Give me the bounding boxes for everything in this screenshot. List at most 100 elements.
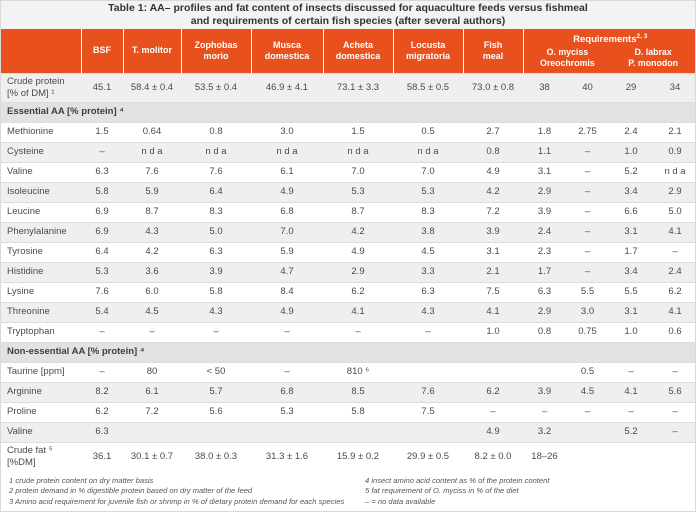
cell-value: – bbox=[323, 321, 393, 342]
cell-value: 3.0 bbox=[251, 121, 323, 142]
cell-value: – bbox=[609, 361, 653, 382]
cell-value: 6.1 bbox=[251, 161, 323, 182]
row-label: Proline bbox=[1, 401, 81, 422]
table-row: Proline 6.2 7.2 5.6 5.3 5.8 7.5– – – – – bbox=[1, 401, 695, 422]
cell-value: 6.4 bbox=[181, 181, 251, 202]
col-header-label: BSF bbox=[93, 45, 111, 56]
cell-value: 5.5 bbox=[566, 281, 609, 302]
footnote: 5 fat requirement of O. myciss in % of t… bbox=[365, 486, 519, 496]
cell-value: 58.5 ± 0.5 bbox=[393, 72, 463, 102]
requirements-label: Requirements bbox=[573, 33, 637, 45]
cell-value bbox=[523, 361, 566, 382]
cell-value: 5.7 bbox=[181, 381, 251, 402]
col-header-label: Fish bbox=[483, 39, 503, 50]
cell-value bbox=[566, 421, 609, 442]
cell-value: 7.6 bbox=[123, 161, 181, 182]
cell-value: – bbox=[653, 421, 695, 442]
cell-value: 5.2 bbox=[609, 161, 653, 182]
section-label: Essential AA [% protein] ⁴ bbox=[1, 101, 695, 122]
cell-value: 5.6 bbox=[181, 401, 251, 422]
cell-value: 3.9 bbox=[181, 261, 251, 282]
cell-value: 2.4 bbox=[609, 121, 653, 142]
cell-value: 1.0 bbox=[609, 321, 653, 342]
cell-value: 4.1 bbox=[653, 221, 695, 242]
cell-value: 3.4 bbox=[609, 261, 653, 282]
table-row: Crude protein [% of DM] ¹ 45.1 58.4 ± 0.4 53… bbox=[1, 72, 695, 102]
cell-value: – bbox=[566, 181, 609, 202]
species-name: P. monodon bbox=[628, 57, 678, 68]
cell-value: 3.9 bbox=[523, 201, 566, 222]
corner-cell bbox=[1, 29, 81, 73]
col-header-zophobas-morio: Zophobas morio bbox=[180, 29, 251, 73]
cell-value: 7.6 bbox=[393, 381, 463, 402]
cell-value: 2.9 bbox=[523, 301, 566, 322]
cell-value: 80 bbox=[123, 361, 181, 382]
cell-value: 4.5 bbox=[393, 241, 463, 262]
row-label: Threonine bbox=[1, 301, 81, 322]
col-header-label: Locusta bbox=[410, 39, 446, 50]
cell-value: 8.2 ± 0.0 bbox=[463, 441, 523, 471]
table-row: Isoleucine 5.8 5.9 6.4 4.9 5.3 5.3 4.2 2.9–3.4 2.… bbox=[1, 181, 695, 202]
cell-value: 7.6 bbox=[181, 161, 251, 182]
cell-value: 810 ⁶ bbox=[323, 361, 393, 382]
cell-value bbox=[393, 361, 463, 382]
cell-value bbox=[181, 421, 251, 442]
cell-value: 6.2 bbox=[653, 281, 695, 302]
cell-value: 6.4 bbox=[81, 241, 123, 262]
requirements-footnote-marker: 2, 3 bbox=[636, 32, 648, 40]
footnotes-right: 4 insect amino acid content as % of the … bbox=[365, 476, 687, 507]
cell-value: 46.9 ± 4.1 bbox=[251, 72, 323, 102]
cell-value: 29 bbox=[609, 72, 653, 102]
cell-value: 3.2 bbox=[523, 421, 566, 442]
cell-value: – bbox=[566, 261, 609, 282]
cell-value bbox=[393, 421, 463, 442]
cell-value: 8.3 bbox=[181, 201, 251, 222]
cell-value: 3.4 bbox=[609, 181, 653, 202]
row-label: Phenylalanine bbox=[1, 221, 81, 242]
cell-value: 4.9 bbox=[463, 161, 523, 182]
col-header-label: T. molitor bbox=[132, 45, 172, 56]
cell-value: 4.5 bbox=[566, 381, 609, 402]
cell-value: 6.6 bbox=[609, 201, 653, 222]
cell-value: 73.1 ± 3.3 bbox=[323, 72, 393, 102]
cell-value: 8.7 bbox=[123, 201, 181, 222]
cell-value: 15.9 ± 0.2 bbox=[323, 441, 393, 471]
cell-value: 6.2 bbox=[323, 281, 393, 302]
cell-value: 3.0 bbox=[566, 301, 609, 322]
row-label: Taurine [ppm] bbox=[1, 361, 81, 382]
row-label: Tryptophan bbox=[1, 321, 81, 342]
cell-value: 0.8 bbox=[463, 141, 523, 162]
cell-value: 4.9 bbox=[251, 301, 323, 322]
cell-value: 5.3 bbox=[81, 261, 123, 282]
cell-value: 58.4 ± 0.4 bbox=[123, 72, 181, 102]
cell-value: 34 bbox=[653, 72, 695, 102]
table-title: Table 1: AA– profiles and fat content of… bbox=[1, 1, 695, 29]
cell-value: 7.5 bbox=[393, 401, 463, 422]
col-header-label: domestica bbox=[264, 50, 310, 61]
cell-value: – bbox=[609, 401, 653, 422]
cell-value: – bbox=[81, 361, 123, 382]
cell-value: 2.9 bbox=[523, 181, 566, 202]
cell-value: 2.9 bbox=[653, 181, 695, 202]
cell-value: n d a bbox=[323, 141, 393, 162]
cell-value: 18–26 bbox=[523, 441, 566, 471]
cell-value: 4.5 bbox=[123, 301, 181, 322]
cell-value: 38.0 ± 0.3 bbox=[181, 441, 251, 471]
cell-value: 5.0 bbox=[181, 221, 251, 242]
cell-value: – bbox=[653, 361, 695, 382]
cell-value: – bbox=[653, 241, 695, 262]
cell-value: 40 bbox=[566, 72, 609, 102]
section-row: Essential AA [% protein] ⁴ bbox=[1, 101, 695, 122]
cell-value: 0.8 bbox=[181, 121, 251, 142]
cell-value: 6.3 bbox=[81, 161, 123, 182]
cell-value: 4.3 bbox=[123, 221, 181, 242]
cell-value: 5.4 bbox=[81, 301, 123, 322]
cell-value: 6.8 bbox=[251, 381, 323, 402]
cell-value: – bbox=[566, 201, 609, 222]
cell-value: 2.4 bbox=[523, 221, 566, 242]
cell-value: 7.6 bbox=[81, 281, 123, 302]
cell-value: 2.4 bbox=[653, 261, 695, 282]
header-row: BSF T. molitor Zophobas morio Musca dome… bbox=[1, 29, 695, 73]
cell-value: 5.3 bbox=[251, 401, 323, 422]
